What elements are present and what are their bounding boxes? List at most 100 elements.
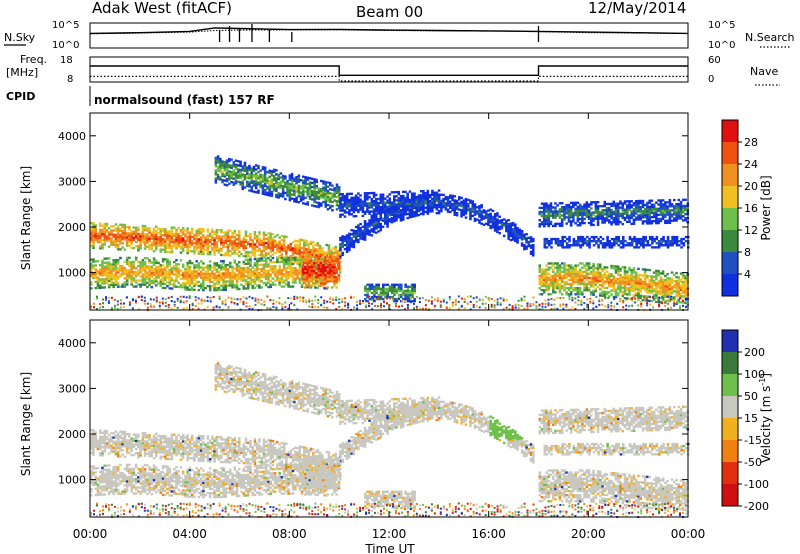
power-cell	[599, 217, 602, 220]
power-cell	[352, 243, 356, 247]
power-cell	[540, 274, 544, 278]
power-cell	[614, 204, 618, 207]
power-cell	[328, 280, 332, 283]
power-cell	[610, 279, 613, 282]
power-cell	[363, 204, 367, 207]
power-cell	[549, 280, 553, 284]
power-cell	[248, 175, 251, 178]
power-cell	[266, 181, 269, 184]
power-cell	[381, 193, 385, 196]
power-cell	[308, 261, 312, 265]
power-cell	[554, 212, 557, 215]
power-cell	[243, 161, 247, 165]
power-cell	[453, 203, 457, 206]
power-cell	[469, 201, 472, 204]
power-cell	[143, 233, 147, 236]
power-cell	[121, 231, 124, 235]
power-cell	[569, 205, 573, 209]
power-cell	[101, 239, 104, 242]
power-cell	[323, 287, 326, 290]
power-cell	[590, 272, 593, 276]
power-cell	[143, 261, 147, 264]
power-cell	[137, 245, 140, 248]
power-cell	[354, 225, 358, 229]
power-cell	[372, 230, 376, 234]
power-cell	[603, 294, 607, 298]
power-cell	[215, 268, 219, 271]
power-cell	[313, 180, 316, 183]
power-cell	[337, 188, 341, 191]
power-cell	[228, 174, 231, 177]
power-cell	[322, 188, 325, 191]
power-cell	[393, 197, 396, 200]
power-cell	[255, 270, 259, 273]
power-cell	[184, 282, 187, 285]
power-cell	[583, 264, 586, 267]
power-cell	[563, 214, 566, 217]
power-cell	[596, 211, 600, 214]
power-cell	[567, 218, 571, 221]
power-cell	[177, 273, 181, 276]
power-cell	[173, 238, 176, 242]
power-cell	[565, 272, 568, 275]
power-cell	[179, 235, 183, 238]
power-cell	[601, 290, 604, 293]
power-cell	[262, 259, 266, 262]
power-cell	[313, 182, 316, 185]
power-cell	[567, 212, 571, 215]
power-cell	[650, 205, 654, 209]
power-cell	[105, 222, 109, 226]
power-cell	[333, 263, 336, 267]
power-cell	[543, 218, 546, 222]
power-cell	[326, 195, 330, 199]
power-cell	[364, 297, 367, 301]
power-cell	[509, 222, 513, 225]
power-cell	[397, 207, 401, 210]
power-cell	[208, 244, 212, 248]
power-cell	[199, 248, 203, 251]
power-cell	[116, 258, 120, 262]
power-cell	[114, 241, 118, 245]
power-cell	[406, 216, 409, 220]
power-cell	[319, 253, 323, 256]
power-cell	[181, 243, 185, 246]
power-cell	[507, 223, 510, 226]
power-cell	[177, 237, 181, 240]
power-cell	[130, 232, 133, 235]
power-cell	[648, 218, 651, 221]
power-cell	[268, 171, 271, 174]
power-cell	[464, 206, 468, 209]
power-cell	[141, 228, 145, 232]
power-cell	[630, 206, 633, 209]
freq-label: Freq.	[20, 53, 47, 66]
power-cell	[231, 233, 234, 237]
power-cell	[297, 192, 301, 196]
power-cell	[306, 203, 310, 206]
power-cell	[215, 245, 219, 248]
power-cell	[610, 264, 613, 268]
power-cell	[554, 206, 557, 209]
power-cell	[339, 209, 342, 212]
power-cell	[199, 236, 203, 239]
power-cell	[556, 266, 559, 269]
power-cell	[388, 285, 392, 288]
power-cell	[204, 244, 207, 248]
power-cell	[177, 245, 181, 248]
power-cell	[324, 197, 328, 200]
power-cell	[599, 205, 602, 208]
power-cell	[289, 242, 293, 246]
power-cell	[543, 280, 546, 284]
power-cell	[110, 277, 113, 281]
power-cell	[592, 279, 595, 282]
power-cell	[324, 199, 328, 202]
power-cell	[291, 253, 295, 256]
power-cell	[159, 242, 163, 245]
power-cell	[572, 270, 575, 273]
power-cell	[148, 269, 151, 272]
power-cell	[682, 211, 685, 214]
power-cell	[343, 199, 347, 202]
power-cell	[388, 295, 392, 299]
power-cell	[375, 291, 378, 295]
power-cell	[164, 286, 167, 290]
power-cell	[384, 222, 387, 225]
